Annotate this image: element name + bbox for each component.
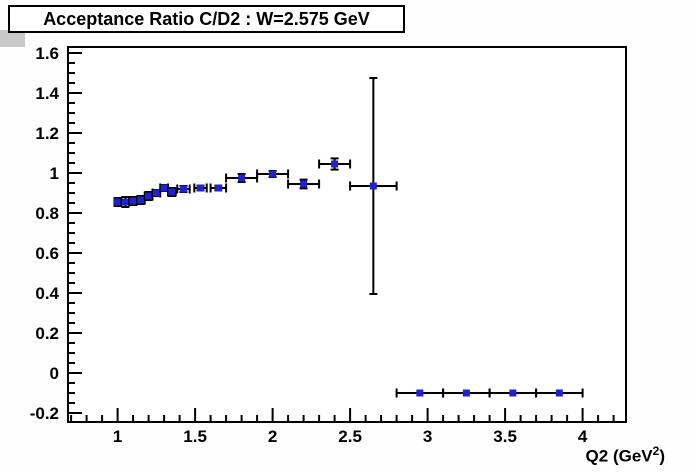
data-point-marker: [369, 182, 377, 190]
y-tick-label: 0.6: [35, 244, 59, 263]
y-tick-label: -0.2: [30, 404, 59, 423]
plot-title: Acceptance Ratio C/D2 : W=2.575 GeV: [43, 8, 370, 29]
data-point-marker: [269, 170, 277, 178]
data-point-marker: [197, 184, 205, 192]
x-axis-label-superscript: 2: [652, 444, 660, 458]
data-point-marker: [137, 196, 145, 204]
x-axis-label: Q2 (GeV2): [586, 444, 665, 467]
y-tick-label: 0.2: [35, 324, 59, 343]
x-tick-label: 1.5: [183, 427, 207, 446]
data-point-marker: [168, 188, 176, 196]
data-point-marker: [114, 198, 122, 206]
canvas-edge-artifact: [0, 30, 25, 47]
data-point-marker: [238, 174, 246, 182]
tick-labels: 1 1.5 2 2.5 3 3.5 4 -0.2 0 0.2 0.4 0.6 0.8 1 1.2 1.4 1.6: [30, 44, 588, 446]
y-tick-label: 1: [50, 164, 59, 183]
data-point-marker: [145, 192, 153, 200]
x-tick-label: 4: [578, 427, 588, 446]
x-tick-label: 3: [423, 427, 432, 446]
data-point-marker: [462, 389, 470, 397]
x-axis-label-close: ): [659, 446, 665, 466]
data-point-marker: [331, 160, 339, 168]
data-point-marker: [152, 189, 160, 197]
x-axis-label-text: Q2 (GeV: [585, 446, 653, 466]
y-tick-label: 1.2: [35, 124, 59, 143]
data-point-marker: [160, 184, 168, 192]
axis-ticks: [68, 52, 615, 422]
data-point-marker: [555, 389, 563, 397]
data-point-marker: [214, 184, 222, 192]
plot-frame: [67, 46, 627, 423]
y-tick-label: 1.4: [35, 84, 59, 103]
data-point-marker: [416, 389, 424, 397]
x-tick-label: 3.5: [493, 427, 517, 446]
frame-rect: [67, 46, 627, 423]
x-tick-label: 2.5: [338, 427, 362, 446]
x-tick-label: 1: [113, 427, 122, 446]
y-tick-label: 0.8: [35, 204, 59, 223]
y-tick-label: 0: [50, 364, 59, 383]
x-tick-label: 2: [268, 427, 277, 446]
data-points: [113, 77, 584, 398]
data-point-marker: [129, 197, 137, 205]
y-tick-label: 1.6: [35, 44, 59, 63]
data-point-marker: [121, 198, 129, 206]
data-point-marker: [300, 180, 308, 188]
y-tick-label: 0.4: [35, 284, 59, 303]
data-point-marker: [179, 185, 187, 193]
data-point-marker: [509, 389, 517, 397]
plot-title-box: Acceptance Ratio C/D2 : W=2.575 GeV: [8, 5, 405, 33]
